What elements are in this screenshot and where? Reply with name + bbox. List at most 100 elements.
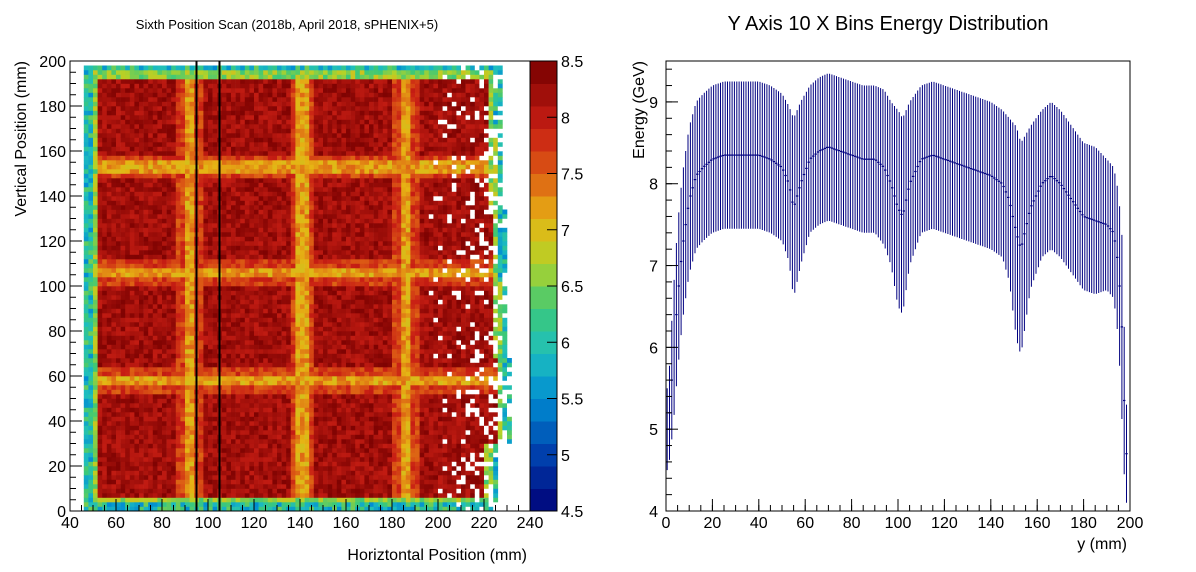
heatmap-cell [295,416,301,422]
heatmap-cell [304,376,310,381]
heatmap-cell [83,223,89,228]
heatmap-cell [166,173,172,179]
heatmap-cell [290,232,296,237]
heatmap-cell [139,178,144,183]
heatmap-cell [102,250,108,255]
heatmap-cell [120,434,126,440]
heatmap-cell [240,457,246,462]
heatmap-cell [300,178,305,183]
heatmap-cell [139,416,144,422]
heatmap-cell [300,200,305,206]
heatmap-cell [152,218,158,224]
heatmap-cell [290,137,296,143]
heatmap-cell [120,88,126,93]
heatmap-cell [267,452,273,458]
heatmap-cell [166,281,172,287]
heatmap-cell [97,358,103,363]
heatmap-cell [120,196,126,201]
heatmap-cell [272,128,278,134]
heatmap-cell [281,137,287,143]
heatmap-cell [88,83,94,89]
heatmap-cell [263,119,269,125]
heatmap-cell [102,97,108,102]
heatmap-cell [212,439,218,444]
heatmap-cell [304,101,310,107]
heatmap-cell [129,245,135,251]
heatmap-cell [272,326,278,332]
heatmap-cell [166,187,172,192]
heatmap-cell [300,376,305,381]
heatmap-cell [129,236,135,242]
heatmap-cell [166,164,172,170]
heatmap-cell [152,263,158,269]
heatmap-cell [221,178,227,183]
heatmap-cell [212,403,218,408]
heatmap-cell [111,376,117,381]
heatmap-cell [286,439,292,444]
heatmap-cell [263,475,269,480]
heatmap-cell [258,218,264,224]
heatmap-cell [277,79,282,84]
heatmap-cell [226,317,232,323]
heatmap-cell [157,353,163,359]
heatmap-cell [249,241,255,246]
heatmap-cell [290,106,296,111]
heatmap-cell [304,110,310,116]
heatmap-cell [203,191,209,197]
heatmap-cell [152,245,158,251]
heatmap-cell [267,182,273,188]
heatmap-cell [267,106,273,111]
heatmap-cell [286,371,292,377]
heatmap-cell [313,385,319,390]
heatmap-cell [175,295,181,300]
heatmap-cell [106,421,112,426]
heatmap-cell [116,137,121,143]
heatmap-cell [152,196,158,201]
heatmap-cell [304,133,310,138]
heatmap-cell [93,128,98,134]
heatmap-cell [203,349,209,354]
heatmap-cell [116,128,121,134]
heatmap-cell [143,101,149,107]
heatmap-cell [129,277,135,282]
heatmap-cell [88,151,94,156]
heatmap-cell [189,322,195,327]
heatmap-cell [198,448,204,453]
heatmap-cell [226,196,232,201]
heatmap-cell [309,133,315,138]
heatmap-cell [185,223,190,228]
heatmap-cell [290,430,296,435]
heatmap-cell [212,79,218,84]
heatmap-cell [254,443,259,449]
heatmap-cell [125,214,131,219]
heatmap-cell [267,245,273,251]
heatmap-cell [254,439,259,444]
heatmap-cell [212,209,218,215]
heatmap-cell [120,259,126,264]
heatmap-cell [157,236,163,242]
heatmap-cell [198,326,204,332]
heatmap-cell [221,74,227,80]
heatmap-cell [134,470,140,476]
heatmap-cell [203,412,209,417]
heatmap-cell [143,317,149,323]
heatmap-cell [162,281,167,287]
heatmap-cell [231,434,236,440]
heatmap-cell [221,115,227,120]
heatmap-cell [226,142,232,147]
heatmap-cell [198,416,204,422]
heatmap-cell [272,313,278,318]
heatmap-cell [290,214,296,219]
heatmap-cell [166,169,172,174]
heatmap-cell [198,322,204,327]
heatmap-cell [102,502,108,507]
heatmap-cell [166,326,172,332]
heatmap-cell [249,110,255,116]
heatmap-cell [93,227,98,233]
heatmap-cell [286,353,292,359]
heatmap-cell [93,394,98,399]
heatmap-cell [120,160,126,165]
heatmap-cell [116,272,121,278]
heatmap-cell [300,479,305,485]
heatmap-cell [226,146,232,152]
